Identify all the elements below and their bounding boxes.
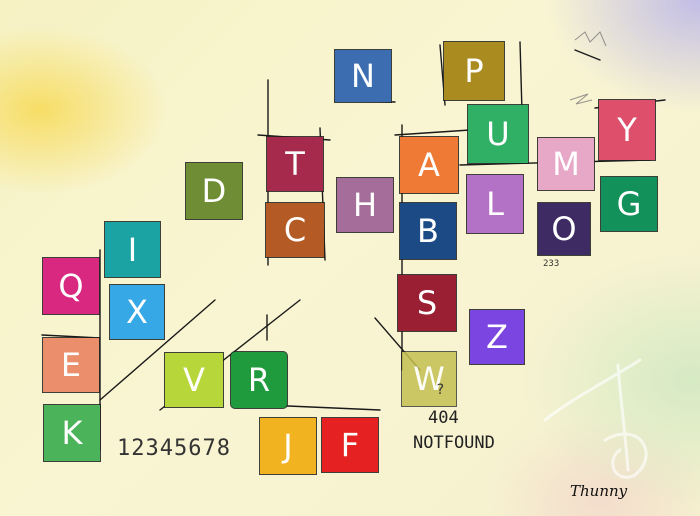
tile-letter: P (464, 52, 484, 90)
tile-a: A (400, 137, 458, 193)
tile-letter: F (340, 426, 360, 464)
tile-letter: M (552, 145, 580, 183)
tile-letter: X (126, 293, 148, 331)
tile-n: N (335, 50, 391, 102)
tile-l: L (467, 175, 523, 233)
tile-letter: R (247, 361, 271, 399)
tile-t: T (267, 137, 323, 191)
tile-letter: D (201, 172, 227, 210)
tile-letter: Y (617, 111, 637, 149)
tile-letter: A (418, 146, 440, 184)
tile-e: E (43, 338, 99, 392)
tile-letter: E (60, 346, 82, 384)
error-code-text: 404 (428, 408, 459, 428)
tile-q: Q (43, 258, 99, 314)
tile-y: Y (599, 100, 655, 160)
tile-letter: V (183, 361, 205, 399)
tile-p: P (444, 42, 504, 100)
tile-j: J (260, 418, 316, 474)
small-number-text: 233 (543, 259, 560, 269)
tile-v: V (165, 353, 223, 407)
tile-letter: H (352, 186, 378, 224)
tile-letter: U (486, 115, 510, 153)
signature: Thunny (570, 482, 628, 500)
tile-letter: T (285, 145, 305, 183)
tile-i: I (105, 222, 160, 277)
tile-letter: J (283, 427, 293, 465)
tile-letter: I (127, 230, 138, 269)
tile-k: K (44, 405, 100, 461)
tile-letter: B (417, 212, 439, 250)
tile-letter: C (283, 211, 307, 249)
tile-m: M (538, 138, 594, 190)
tile-letter: S (416, 284, 438, 322)
tile-s: S (398, 275, 456, 331)
tile-b: B (400, 203, 456, 259)
tile-letter: Q (58, 267, 84, 305)
tile-letter: W (413, 360, 445, 398)
tile-letter: G (616, 185, 642, 223)
tile-r: R (231, 352, 287, 408)
tile-c: C (266, 203, 324, 257)
tile-z: Z (470, 310, 524, 364)
tile-g: G (601, 177, 657, 231)
tile-letter: L (486, 185, 504, 223)
digits-text: 12345678 (117, 436, 231, 461)
tile-letter: Z (486, 318, 508, 356)
not-found-text: NOTFOUND (413, 433, 495, 453)
tile-letter: N (351, 57, 375, 95)
tile-d: D (186, 163, 242, 219)
question-mark-text: ? (436, 382, 445, 398)
tile-h: H (337, 178, 393, 232)
tile-letter: O (551, 210, 577, 248)
tile-w: W (402, 352, 456, 406)
tile-x: X (110, 285, 164, 339)
tile-o: O (538, 203, 590, 255)
tile-letter: K (61, 414, 83, 452)
tile-u: U (468, 105, 528, 163)
tile-f: F (322, 418, 378, 472)
